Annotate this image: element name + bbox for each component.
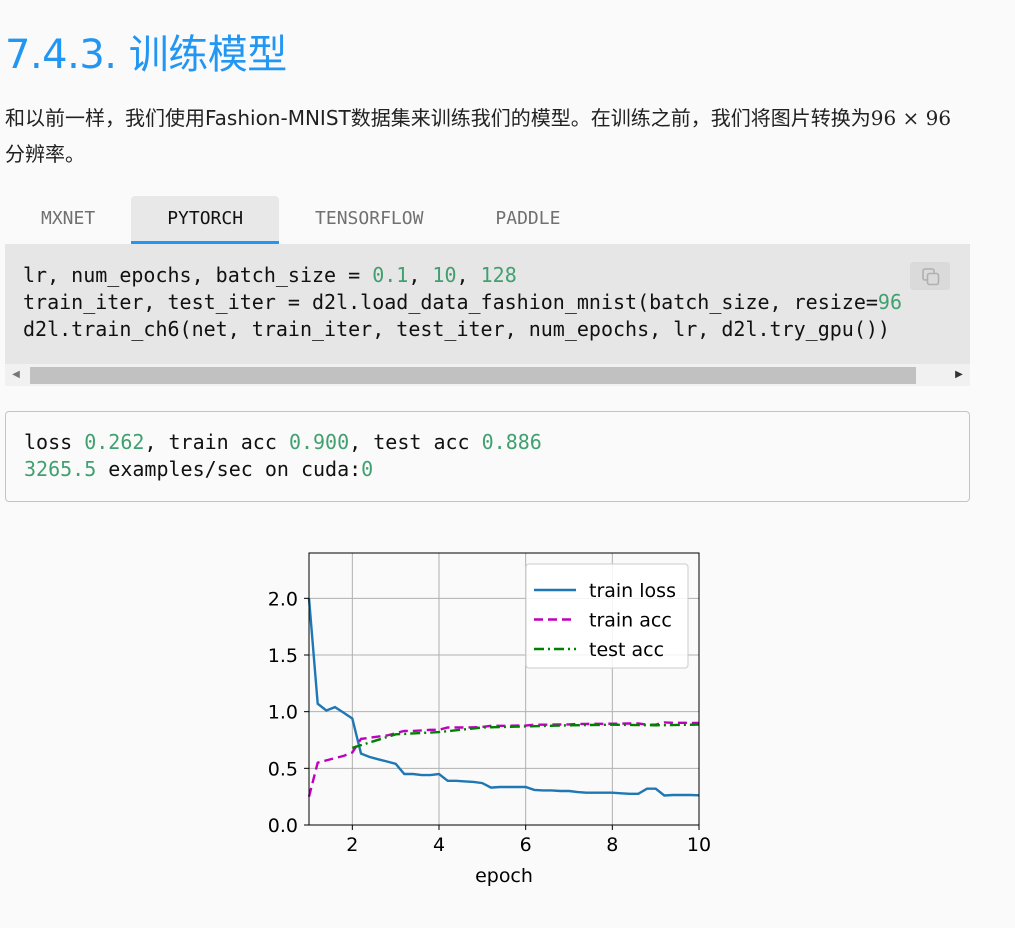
tab-mxnet[interactable]: MXNET bbox=[41, 208, 96, 229]
tab-pytorch[interactable]: PYTORCH bbox=[131, 196, 280, 244]
output-text: loss 0.262, train acc 0.900, test acc 0.… bbox=[24, 429, 542, 483]
intro-text-before: 和以前一样，我们使用Fashion-MNIST数据集来训练我们的模型。在训练之前… bbox=[5, 106, 871, 130]
code-sep: , bbox=[456, 263, 481, 287]
code-resize-value: 96 bbox=[877, 290, 903, 314]
output-loss-value: 0.262 bbox=[84, 430, 145, 454]
tab-tensorflow[interactable]: TENSORFLOW bbox=[315, 208, 424, 229]
y-tick-label: 1.5 bbox=[268, 645, 298, 667]
output-train-value: 0.900 bbox=[288, 430, 350, 454]
output-loss-label: loss bbox=[24, 430, 85, 454]
code-sep: , bbox=[408, 263, 433, 287]
series-line-train-acc bbox=[307, 721, 700, 797]
output-test-label: , test acc bbox=[349, 430, 482, 454]
y-tick-label: 2.0 bbox=[268, 588, 298, 610]
output-block: loss 0.262, train acc 0.900, test acc 0.… bbox=[5, 411, 970, 502]
x-tick-label: 10 bbox=[687, 834, 711, 856]
x-tick-label: 4 bbox=[433, 834, 445, 856]
section-title: 7.4.3. 训练模型 bbox=[5, 22, 287, 80]
chart-series bbox=[307, 598, 700, 797]
legend-label: train acc bbox=[589, 610, 672, 632]
legend-label: train loss bbox=[589, 580, 676, 602]
output-test-value: 0.886 bbox=[481, 430, 542, 454]
series-line-test-acc bbox=[351, 723, 700, 750]
scrollbar-thumb[interactable] bbox=[30, 367, 916, 384]
code-epochs-value: 10 bbox=[432, 263, 457, 287]
code-block: lr, num_epochs, batch_size = 0.1, 10, 12… bbox=[5, 244, 970, 386]
output-device-value: 0 bbox=[361, 457, 374, 481]
output-speed-value: 3265.5 bbox=[24, 457, 97, 481]
intro-text-after: 分辨率。 bbox=[5, 142, 85, 166]
section-number: 7.4.3. bbox=[5, 32, 117, 78]
y-tick-label: 0.5 bbox=[268, 758, 298, 780]
series-line-train-loss bbox=[307, 598, 700, 797]
tab-paddle[interactable]: PADDLE bbox=[495, 208, 561, 229]
framework-tabs: MXNET PYTORCH TENSORFLOW PADDLE bbox=[5, 196, 596, 244]
copy-button[interactable] bbox=[910, 262, 950, 290]
plot-frame bbox=[308, 552, 700, 826]
y-tick-label: 0.0 bbox=[268, 815, 298, 837]
section-heading-text: 训练模型 bbox=[128, 32, 288, 78]
y-tick-label: 1.0 bbox=[268, 702, 298, 724]
horizontal-scrollbar[interactable]: ◀ ▶ bbox=[5, 364, 970, 386]
scroll-right-arrow-icon[interactable]: ▶ bbox=[955, 369, 963, 380]
output-train-label: , train acc bbox=[144, 430, 289, 454]
code-line3-text: d2l.train_ch6(net, train_iter, test_iter… bbox=[23, 317, 890, 341]
x-tick-label: 2 bbox=[346, 834, 358, 856]
output-speed-label: examples/sec on cuda: bbox=[96, 457, 362, 481]
x-tick-label: 8 bbox=[606, 834, 618, 856]
x-axis-label: epoch bbox=[475, 865, 533, 887]
legend-label: test acc bbox=[589, 639, 664, 661]
code-line1-text: lr, num_epochs, batch_size = bbox=[23, 263, 373, 287]
training-chart: 2 4 6 8 100.00.51.01.52.0 epoch train losstr… bbox=[268, 552, 711, 887]
chart-ticks: 2 4 6 8 10 0.0 0.5 1.0 1.5 2.0 bbox=[268, 588, 711, 856]
scroll-left-arrow-icon[interactable]: ◀ bbox=[12, 369, 20, 380]
intro-paragraph: 和以前一样，我们使用Fashion-MNIST数据集来训练我们的模型。在训练之前… bbox=[5, 100, 970, 172]
chart-legend: train loss train acc test acc bbox=[525, 563, 689, 669]
copy-icon bbox=[922, 268, 940, 286]
code-lr-value: 0.1 bbox=[372, 263, 409, 287]
intro-math-resolution: 96 × 96 bbox=[870, 106, 952, 130]
code-batch-value: 128 bbox=[480, 263, 517, 287]
code-line2-text: train_iter, test_iter = d2l.load_data_fa… bbox=[23, 290, 878, 314]
x-tick-label: 6 bbox=[520, 834, 532, 856]
code-text: lr, num_epochs, batch_size = 0.1, 10, 12… bbox=[23, 262, 902, 343]
